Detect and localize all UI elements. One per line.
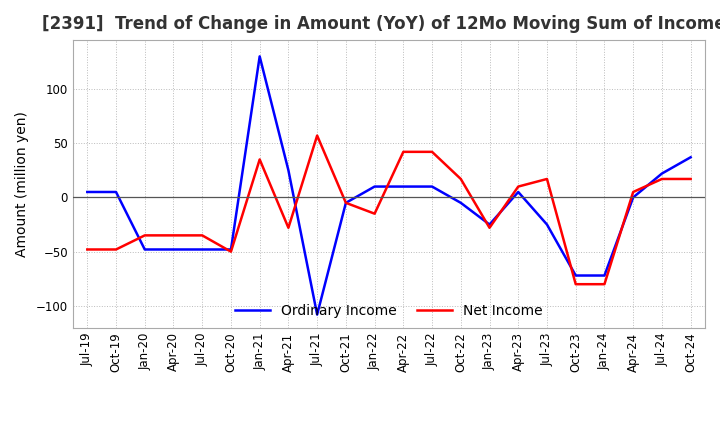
Ordinary Income bbox=[686, 154, 695, 160]
Net Income bbox=[456, 176, 465, 182]
Net Income bbox=[514, 184, 523, 189]
Ordinary Income bbox=[543, 222, 552, 227]
Net Income bbox=[169, 233, 178, 238]
Net Income bbox=[256, 157, 264, 162]
Legend: Ordinary Income, Net Income: Ordinary Income, Net Income bbox=[230, 298, 549, 323]
Net Income bbox=[112, 247, 120, 252]
Ordinary Income bbox=[284, 168, 293, 173]
Net Income bbox=[227, 249, 235, 254]
Net Income bbox=[686, 176, 695, 182]
Ordinary Income bbox=[600, 273, 609, 278]
Net Income bbox=[600, 282, 609, 287]
Ordinary Income bbox=[83, 189, 91, 194]
Ordinary Income bbox=[456, 200, 465, 205]
Ordinary Income bbox=[169, 247, 178, 252]
Ordinary Income bbox=[341, 200, 350, 205]
Net Income bbox=[83, 247, 91, 252]
Net Income bbox=[370, 211, 379, 216]
Ordinary Income bbox=[112, 189, 120, 194]
Line: Ordinary Income: Ordinary Income bbox=[87, 56, 690, 315]
Ordinary Income bbox=[572, 273, 580, 278]
Net Income bbox=[428, 149, 436, 154]
Net Income bbox=[629, 189, 637, 194]
Ordinary Income bbox=[629, 195, 637, 200]
Net Income bbox=[312, 133, 321, 138]
Ordinary Income bbox=[428, 184, 436, 189]
Y-axis label: Amount (million yen): Amount (million yen) bbox=[15, 111, 29, 257]
Ordinary Income bbox=[312, 312, 321, 317]
Net Income bbox=[198, 233, 207, 238]
Net Income bbox=[341, 200, 350, 205]
Ordinary Income bbox=[227, 247, 235, 252]
Net Income bbox=[543, 176, 552, 182]
Net Income bbox=[572, 282, 580, 287]
Line: Net Income: Net Income bbox=[87, 136, 690, 284]
Title: [2391]  Trend of Change in Amount (YoY) of 12Mo Moving Sum of Incomes: [2391] Trend of Change in Amount (YoY) o… bbox=[42, 15, 720, 33]
Net Income bbox=[284, 225, 293, 231]
Ordinary Income bbox=[256, 54, 264, 59]
Net Income bbox=[140, 233, 149, 238]
Ordinary Income bbox=[140, 247, 149, 252]
Net Income bbox=[657, 176, 666, 182]
Ordinary Income bbox=[399, 184, 408, 189]
Ordinary Income bbox=[514, 189, 523, 194]
Ordinary Income bbox=[198, 247, 207, 252]
Net Income bbox=[399, 149, 408, 154]
Ordinary Income bbox=[370, 184, 379, 189]
Ordinary Income bbox=[657, 171, 666, 176]
Ordinary Income bbox=[485, 222, 494, 227]
Net Income bbox=[485, 225, 494, 231]
